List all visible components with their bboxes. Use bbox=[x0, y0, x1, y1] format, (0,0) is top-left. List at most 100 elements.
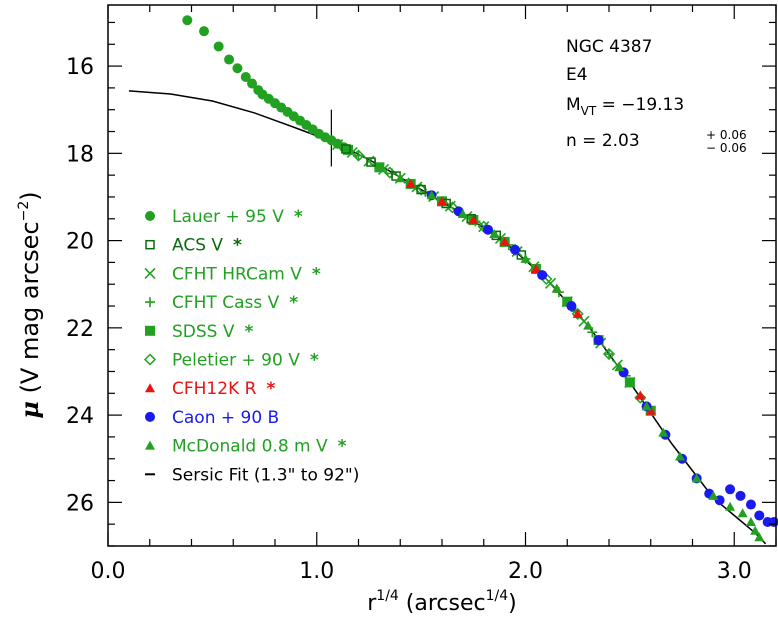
legend-label: CFHT HRCam V * bbox=[172, 264, 321, 284]
data-point bbox=[745, 499, 756, 510]
legend-item: CFHT Cass V * bbox=[145, 293, 298, 313]
mvt-value: = −19.13 bbox=[596, 95, 684, 115]
data-points-layer bbox=[182, 15, 778, 542]
mvt-subscript: VT bbox=[581, 104, 597, 118]
legend-marker bbox=[145, 440, 155, 450]
data-point bbox=[405, 178, 416, 188]
legend-item: CFH12K R * bbox=[145, 379, 275, 399]
data-point bbox=[537, 270, 548, 281]
legend-star: * bbox=[294, 207, 303, 227]
data-point bbox=[593, 335, 604, 346]
x-axis-label-close: ) bbox=[508, 591, 517, 616]
data-point bbox=[341, 144, 351, 154]
data-point bbox=[199, 26, 210, 37]
y-axis-label: μ (V mag arcsec−2) bbox=[15, 191, 44, 418]
x-tick-label: 2.0 bbox=[508, 559, 543, 584]
data-point bbox=[635, 390, 646, 400]
legend-label: CFH12K R * bbox=[172, 379, 275, 399]
data-point bbox=[182, 15, 193, 26]
y-tick-label: 16 bbox=[66, 55, 94, 80]
data-point bbox=[624, 377, 635, 388]
data-point bbox=[213, 41, 224, 52]
legend-star: * bbox=[289, 293, 298, 313]
data-point bbox=[735, 490, 746, 501]
legend-marker bbox=[145, 325, 155, 336]
y-tick-label: 20 bbox=[66, 230, 94, 255]
data-point bbox=[489, 229, 500, 239]
data-point bbox=[641, 401, 652, 411]
x-axis-label: r1/4 (arcsec1/4) bbox=[367, 588, 517, 616]
data-point bbox=[366, 157, 376, 167]
data-point bbox=[457, 208, 468, 218]
legend-label: SDSS V * bbox=[172, 322, 254, 342]
galaxy-type: E4 bbox=[566, 65, 588, 85]
data-point bbox=[437, 196, 447, 206]
x-axis-label-text: (arcsec bbox=[399, 591, 486, 616]
data-point bbox=[583, 320, 594, 330]
sersic-index: n = 2.03 bbox=[566, 131, 640, 151]
legend-marker bbox=[145, 239, 155, 250]
legend-marker bbox=[145, 411, 155, 422]
data-point bbox=[571, 307, 584, 320]
data-point bbox=[674, 451, 685, 461]
data-point bbox=[750, 525, 761, 535]
data-point bbox=[247, 78, 258, 89]
y-axis-label-mu: μ bbox=[15, 401, 44, 419]
legend-label: Caon + 90 B bbox=[172, 408, 279, 428]
data-point bbox=[634, 391, 647, 404]
legend-item: Caon + 90 B bbox=[145, 408, 279, 428]
y-axis-label-text: (V mag arcsec bbox=[16, 221, 44, 401]
x-axis-label-r: r bbox=[367, 591, 377, 616]
legend-star: * bbox=[312, 264, 321, 284]
data-point bbox=[520, 253, 531, 263]
data-point bbox=[395, 173, 406, 183]
galaxy-name: NGC 4387 bbox=[566, 37, 652, 57]
legend-label: CFHT Cass V * bbox=[172, 293, 298, 313]
data-point bbox=[332, 139, 344, 151]
legend-label: Sersic Fit (1.3" to 92") bbox=[172, 465, 359, 485]
absolute-magnitude: MVT = −19.13 bbox=[566, 95, 684, 118]
data-point bbox=[691, 473, 702, 483]
data-point bbox=[232, 63, 243, 74]
sersic-index-minus: − 0.06 bbox=[706, 141, 747, 155]
y-tick-label: 18 bbox=[66, 142, 94, 167]
y-tick-label: 24 bbox=[66, 404, 94, 429]
data-point bbox=[566, 301, 577, 312]
y-tick-label: 22 bbox=[66, 317, 94, 342]
data-point bbox=[708, 490, 719, 500]
data-point bbox=[240, 71, 251, 82]
axes-layer bbox=[107, 4, 777, 547]
data-point bbox=[602, 347, 616, 361]
legend-label: Peletier + 90 V * bbox=[172, 351, 319, 371]
legend-marker bbox=[144, 267, 156, 279]
data-point bbox=[343, 144, 354, 155]
data-point bbox=[446, 201, 459, 214]
x-tick-label: 1.0 bbox=[299, 559, 334, 584]
data-point bbox=[416, 184, 426, 195]
data-point bbox=[544, 277, 557, 289]
legend-label: McDonald 0.8 m V * bbox=[172, 437, 347, 457]
x-axis-label-sup2: 1/4 bbox=[486, 588, 509, 604]
data-point bbox=[499, 236, 510, 246]
data-point bbox=[383, 166, 396, 179]
legend-star: * bbox=[338, 437, 347, 457]
series-mcdonald-0-8-m-v bbox=[395, 173, 765, 542]
data-point bbox=[754, 532, 765, 542]
legend-marker bbox=[145, 383, 155, 393]
legend: Lauer + 95 V *ACS V *CFHT HRCam V *CFHT Cas… bbox=[143, 207, 359, 485]
legend-item: SDSS V * bbox=[145, 322, 254, 342]
data-point bbox=[530, 263, 541, 273]
legend-item: McDonald 0.8 m V * bbox=[145, 437, 347, 457]
data-point bbox=[352, 149, 365, 162]
data-point bbox=[468, 215, 479, 225]
legend-star: * bbox=[310, 351, 319, 371]
data-point bbox=[510, 244, 521, 255]
data-point bbox=[658, 427, 669, 437]
legend-item: CFHT HRCam V * bbox=[144, 264, 321, 284]
mvt-label: M bbox=[566, 95, 581, 115]
legend-marker bbox=[145, 211, 155, 221]
data-point bbox=[426, 190, 437, 200]
y-axis-label-sup: −2 bbox=[16, 201, 32, 222]
